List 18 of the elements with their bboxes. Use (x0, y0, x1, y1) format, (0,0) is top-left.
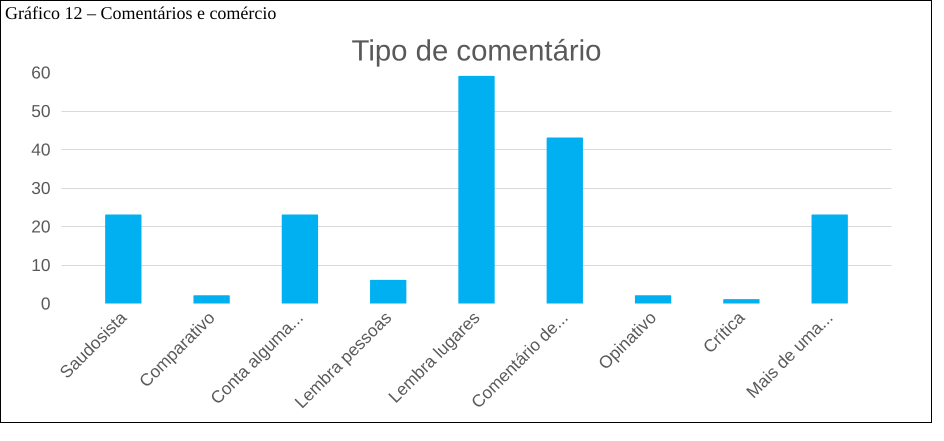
y-tick-label: 20 (31, 216, 51, 236)
bar (458, 76, 495, 304)
y-tick-label: 10 (31, 254, 51, 275)
bar (282, 214, 318, 304)
y-tick-label: 30 (31, 178, 51, 198)
y-tick-label: 50 (31, 100, 51, 121)
chart-title: Tipo de comentário (352, 34, 602, 68)
bar (193, 295, 230, 304)
y-tick-label: 0 (40, 293, 51, 314)
bar (546, 137, 583, 304)
bar (634, 295, 672, 304)
bar (105, 214, 142, 304)
bar (812, 214, 848, 304)
bar (370, 280, 406, 304)
y-tick-label: 40 (31, 139, 51, 160)
bar (723, 298, 760, 304)
y-tick-label: 60 (31, 62, 51, 82)
text: Gráfico 12 – Comentários e comércio (5, 2, 276, 25)
